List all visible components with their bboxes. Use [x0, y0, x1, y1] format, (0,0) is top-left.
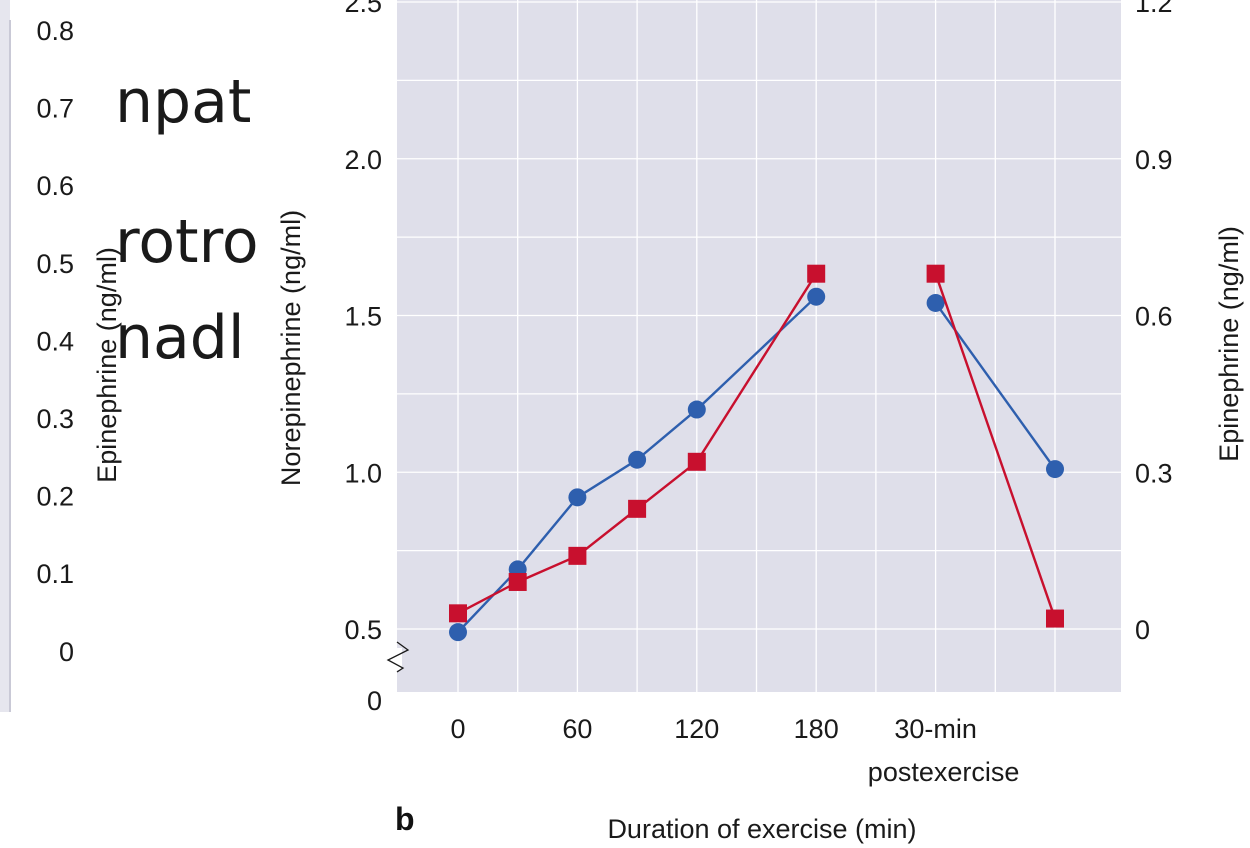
- epinephrine-point-1-0: [926, 264, 945, 283]
- y-left-tick-label-3: 2.0: [344, 145, 382, 175]
- y-left-tick-label-4: 2.5: [344, 0, 382, 18]
- epinephrine-point-0-0: [449, 604, 467, 623]
- background-slide-text: npat rotro nadl: [115, 67, 259, 373]
- epinephrine-point-0-4: [687, 452, 706, 471]
- epinephrine-point-1-1: [1046, 609, 1064, 628]
- left-panel-tick-labels: 0.8 0.7 0.6 0.5 0.4 0.3 0.2 0.1 0: [36, 16, 74, 667]
- epinephrine-point-0-2: [568, 546, 587, 565]
- left-panel-tick-label-1: 0.7: [36, 94, 74, 124]
- left-partial-panel: 0.8 0.7 0.6 0.5 0.4 0.3 0.2 0.1 0 Epinephrine (n…: [0, 0, 122, 712]
- y-left-tick-label-1: 1.0: [344, 458, 382, 488]
- slide-text-line-1: npat: [115, 67, 251, 137]
- epinephrine-point-0-1: [508, 572, 527, 591]
- norepinephrine-line-segment-0: [457, 295, 818, 633]
- data-series: [449, 264, 1064, 642]
- axis-break-zigzag: [386, 641, 410, 673]
- left-panel-tick-label-7: 0.1: [36, 559, 74, 589]
- y-right-tick-labels: 0 0.3 0.6 0.9 1.2: [1135, 0, 1173, 645]
- y-right-axis-label: Epinephrine (ng/ml): [1214, 226, 1244, 462]
- norepinephrine-point-0-2: [568, 488, 587, 507]
- axis-break-gap: [388, 648, 402, 670]
- gridlines: [397, 0, 1121, 692]
- left-panel-tick-label-5: 0.3: [36, 404, 74, 434]
- norepinephrine-point-0-4: [687, 400, 706, 419]
- epinephrine-point-0-3: [628, 499, 647, 518]
- x-tick-label-0: 0: [450, 714, 465, 744]
- left-panel-tick-label-6: 0.2: [36, 482, 74, 512]
- y-right-tick-label-3: 0.9: [1135, 145, 1173, 175]
- left-panel-plot-area: [0, 0, 10, 712]
- slide-text-line-3: nadl: [115, 303, 245, 373]
- epinephrine-point-0-5: [807, 264, 826, 283]
- slide-text-line-2: rotro: [115, 207, 259, 277]
- y-right-tick-label-1: 0.3: [1135, 458, 1173, 488]
- left-panel-tick-label-3: 0.5: [36, 249, 74, 279]
- chart-b: 0.5 1.0 1.5 2.0 2.5 0 0 0.3 0.6 0.9 1.2 0 60 120 180…: [276, 0, 1244, 844]
- x-tick-label-1: 60: [562, 714, 592, 744]
- panel-label: b: [395, 801, 415, 837]
- left-panel-tick-label-0: 0.8: [36, 16, 74, 46]
- norepinephrine-point-0-5: [807, 287, 826, 306]
- x-tick-labels: 0 60 120 180 30-min postexercise: [450, 714, 1019, 787]
- y-left-tick-label-0: 0.5: [344, 615, 382, 645]
- left-panel-tick-label-2: 0.6: [36, 171, 74, 201]
- epinephrine-line-segment-1: [934, 273, 1057, 619]
- y-left-axis-label: Norepinephrine (ng/ml): [276, 210, 306, 486]
- y-right-tick-label-2: 0.6: [1135, 302, 1173, 332]
- y-right-tick-label-4: 1.2: [1135, 0, 1173, 18]
- epinephrine-line-segment-0: [457, 273, 818, 615]
- norepinephrine-point-1-1: [1046, 460, 1064, 479]
- y-right-tick-label-0: 0: [1135, 615, 1150, 645]
- y-left-tick-labels: 0.5 1.0 1.5 2.0 2.5 0: [344, 0, 382, 716]
- left-panel-ylabel: Epinephrine (ng/ml): [92, 247, 122, 483]
- norepinephrine-point-0-3: [628, 450, 647, 469]
- y-axis-break: [386, 641, 410, 673]
- x-axis-label: Duration of exercise (min): [607, 814, 916, 844]
- norepinephrine-point-1-0: [926, 293, 945, 312]
- left-panel-tick-label-4: 0.4: [36, 326, 74, 356]
- x-tick-label-2: 120: [674, 714, 719, 744]
- left-panel-tick-label-8: 0: [59, 637, 74, 667]
- y-left-tick-label-2: 1.5: [344, 302, 382, 332]
- x-tick-label-3: 180: [794, 714, 839, 744]
- y-left-tick-label-zero: 0: [367, 686, 382, 716]
- norepinephrine-point-0-0: [449, 623, 467, 642]
- x-tick-label-4: 30-min postexercise: [868, 714, 1020, 787]
